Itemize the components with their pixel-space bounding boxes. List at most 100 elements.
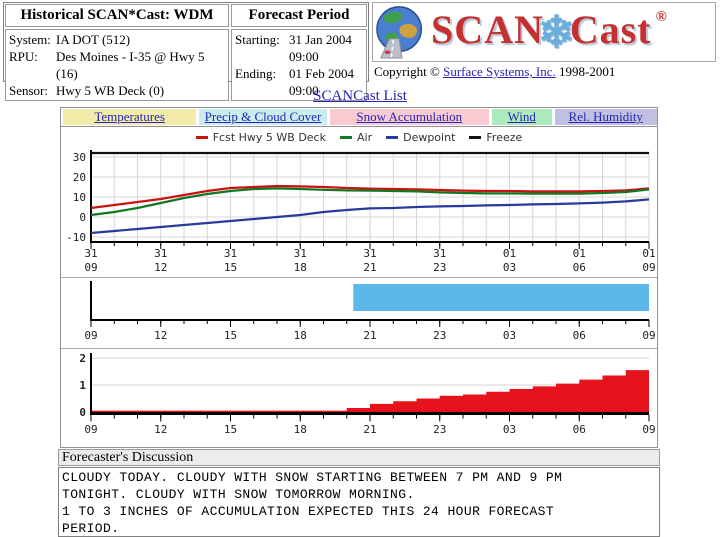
starting-label: Starting: <box>235 32 280 47</box>
brand-right: Cast <box>569 6 652 52</box>
svg-text:0: 0 <box>79 211 86 224</box>
tab-precip-link[interactable]: Precip & Cloud Cover <box>204 109 322 124</box>
svg-text:31: 31 <box>224 247 237 260</box>
svg-text:12: 12 <box>154 329 167 342</box>
sensor-row: Sensor: Hwy 5 WB Deck (0) <box>9 82 225 99</box>
legend-swatch-fcst-icon <box>195 135 208 139</box>
svg-text:01: 01 <box>573 247 586 260</box>
tab-wind-link[interactable]: Wind <box>507 109 536 124</box>
svg-text:09: 09 <box>642 423 655 436</box>
svg-text:01: 01 <box>503 247 516 260</box>
chart-legend: Fcst Hwy 5 WB Deck Air Dewpoint Freeze <box>61 127 657 145</box>
snow-chart: 2 1 0 09 12 15 18 21 23 03 06 09 <box>61 349 657 447</box>
legend-item-freeze: Freeze <box>469 131 522 144</box>
header-table: Historical SCAN*Cast: WDM Forecast Perio… <box>3 2 369 101</box>
forecast-period-title: Forecast Period <box>231 4 367 27</box>
svg-text:06: 06 <box>573 423 586 436</box>
svg-text:15: 15 <box>224 261 237 274</box>
system-value: IA DOT (512) <box>56 32 131 47</box>
svg-text:21: 21 <box>363 423 376 436</box>
tab-humidity-link[interactable]: Rel. Humidity <box>568 109 643 124</box>
tab-temperatures[interactable]: Temperatures <box>63 109 197 125</box>
tab-rel-humidity[interactable]: Rel. Humidity <box>554 109 657 125</box>
rpu-value: Des Moines - I-35 @ Hwy 5 (16) <box>56 49 205 81</box>
legend-label-air: Air <box>356 130 373 144</box>
svg-text:31: 31 <box>84 247 97 260</box>
registered-mark: ® <box>655 8 668 25</box>
svg-text:12: 12 <box>154 423 167 436</box>
svg-text:03: 03 <box>503 423 516 436</box>
copyright-line: Copyright © Surface Systems, Inc. 1998-2… <box>374 64 615 80</box>
rpu-label: RPU: <box>9 49 38 64</box>
legend-swatch-freeze-icon <box>469 135 482 139</box>
temperature-chart-block: Fcst Hwy 5 WB Deck Air Dewpoint Freeze 3… <box>61 127 657 278</box>
svg-text:23: 23 <box>433 261 446 274</box>
svg-text:10: 10 <box>73 191 86 204</box>
svg-text:20: 20 <box>73 171 86 184</box>
legend-swatch-dewpoint-icon <box>386 135 399 139</box>
discussion-title: Forecaster's Discussion <box>62 450 194 465</box>
chart-panel: Temperatures Precip & Cloud Cover Snow A… <box>60 107 658 448</box>
legend-item-air: Air <box>339 130 373 144</box>
starting-row: Starting: 31 Jan 2004 09:00 <box>235 31 363 65</box>
rpu-row: RPU: Des Moines - I-35 @ Hwy 5 (16) <box>9 48 225 82</box>
discussion-text[interactable]: CLOUDY TODAY. CLOUDY WITH SNOW STARTING … <box>58 467 660 537</box>
svg-text:31: 31 <box>433 247 446 260</box>
svg-text:23: 23 <box>433 329 446 342</box>
surface-systems-link[interactable]: Surface Systems, Inc. <box>443 64 556 79</box>
svg-text:1: 1 <box>79 379 86 392</box>
svg-text:18: 18 <box>294 329 307 342</box>
discussion-header: Forecaster's Discussion <box>58 449 660 466</box>
copyright-suffix: 1998-2001 <box>555 64 616 79</box>
scancast-list-row: SCANCast List <box>60 88 660 105</box>
precip-chart: 09 12 15 18 21 23 03 06 09 <box>61 278 657 348</box>
legend-label-fcst: Fcst Hwy 5 WB Deck <box>212 130 326 144</box>
snow-chart-block: 2 1 0 09 12 15 18 21 23 03 06 09 <box>61 349 657 447</box>
tab-precip-cloud-cover[interactable]: Precip & Cloud Cover <box>199 109 327 125</box>
brand-left: SCAN <box>431 6 544 52</box>
svg-text:21: 21 <box>363 329 376 342</box>
scancast-logo: SCAN❄Cast ® <box>372 2 716 62</box>
system-label: System: <box>9 32 51 47</box>
brand-text: SCAN❄Cast ® <box>431 6 668 55</box>
svg-text:15: 15 <box>224 423 237 436</box>
svg-text:12: 12 <box>154 261 167 274</box>
svg-text:03: 03 <box>503 329 516 342</box>
legend-swatch-air-icon <box>339 135 352 139</box>
temperature-chart: 30 20 10 0 -10 31 09 31 12 31 15 31 18 31 21 31 23 01 03 01… <box>61 145 657 277</box>
legend-item-dewpoint: Dewpoint <box>386 131 455 144</box>
tab-wind[interactable]: Wind <box>491 109 552 125</box>
globe-road-icon <box>376 6 423 59</box>
svg-text:31: 31 <box>294 247 307 260</box>
svg-text:-10: -10 <box>66 231 86 244</box>
ending-label: Ending: <box>235 66 277 81</box>
svg-text:09: 09 <box>84 423 97 436</box>
svg-text:01: 01 <box>642 247 655 260</box>
legend-label-dewpoint: Dewpoint <box>403 130 456 144</box>
svg-text:31: 31 <box>154 247 167 260</box>
tab-snow-link[interactable]: Snow Accumulation <box>356 109 463 124</box>
svg-text:03: 03 <box>503 261 516 274</box>
sensor-value: Hwy 5 WB Deck (0) <box>56 83 165 98</box>
svg-text:23: 23 <box>433 423 446 436</box>
legend-label-freeze: Freeze <box>486 130 523 144</box>
svg-text:2: 2 <box>79 352 86 365</box>
ending-row: Ending: 01 Feb 2004 09:00 <box>235 65 363 99</box>
tab-bar: Temperatures Precip & Cloud Cover Snow A… <box>61 108 657 127</box>
svg-text:0: 0 <box>79 406 86 419</box>
legend-item-fcst: Fcst Hwy 5 WB Deck <box>195 130 326 144</box>
svg-text:18: 18 <box>294 423 307 436</box>
tab-snow-accumulation[interactable]: Snow Accumulation <box>329 109 489 125</box>
forecast-period-info: Starting: 31 Jan 2004 09:00 Ending: 01 F… <box>231 29 367 101</box>
svg-text:06: 06 <box>573 261 586 274</box>
svg-text:30: 30 <box>73 151 86 164</box>
ending-value: 01 Feb 2004 09:00 <box>289 66 354 98</box>
svg-text:09: 09 <box>642 329 655 342</box>
tab-temperatures-link[interactable]: Temperatures <box>94 109 165 124</box>
svg-text:15: 15 <box>224 329 237 342</box>
precip-chart-block: 09 12 15 18 21 23 03 06 09 <box>61 278 657 349</box>
sensor-label: Sensor: <box>9 83 48 98</box>
svg-text:21: 21 <box>363 261 376 274</box>
scancast-list-link[interactable]: SCANCast List <box>313 88 407 104</box>
